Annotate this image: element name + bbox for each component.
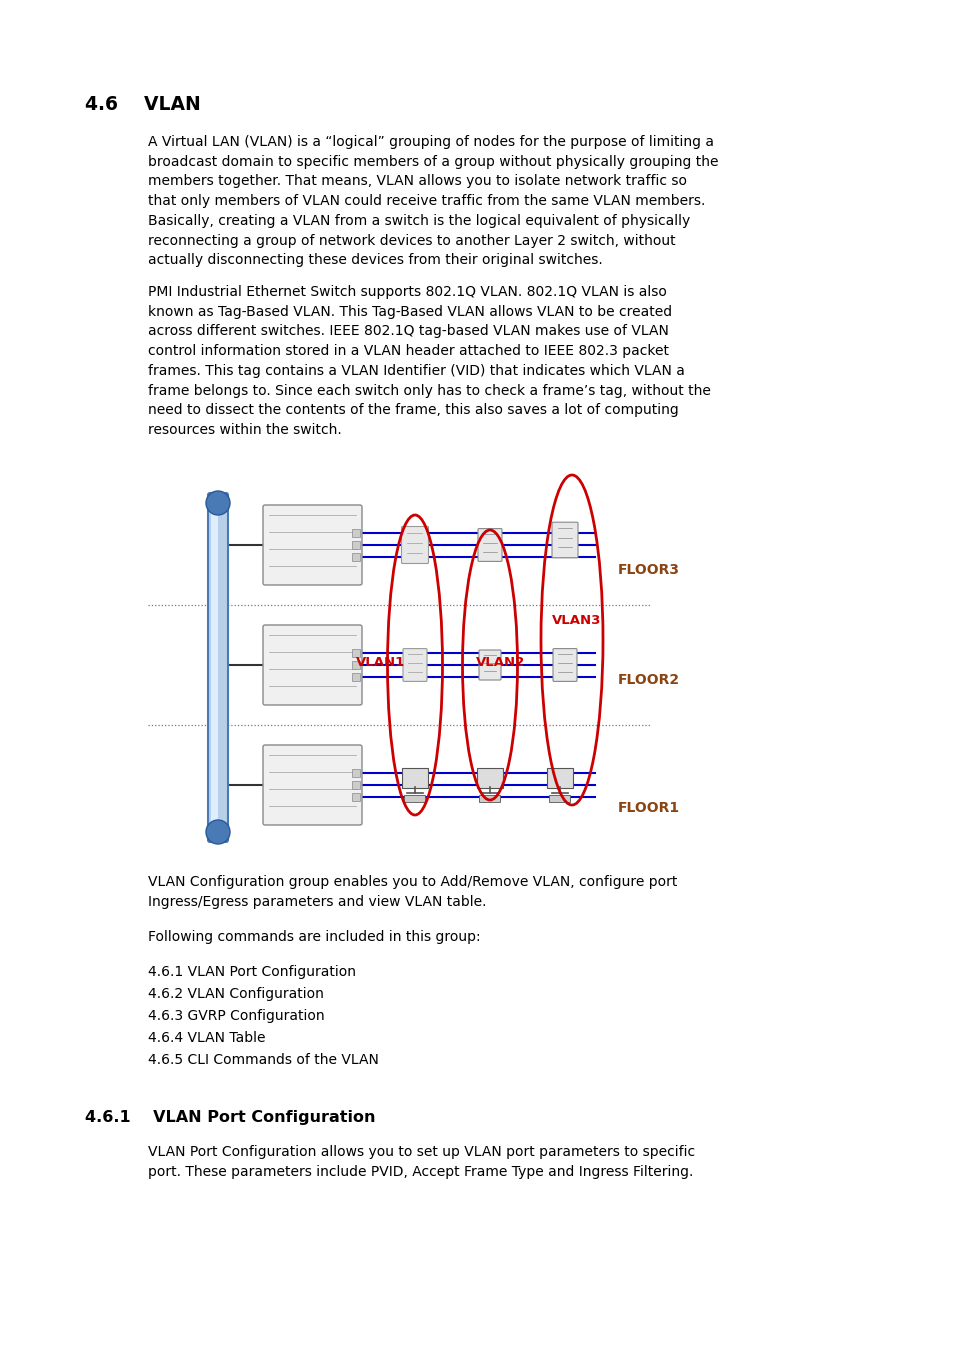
FancyBboxPatch shape — [263, 505, 361, 585]
Text: FLOOR3: FLOOR3 — [618, 563, 679, 576]
FancyBboxPatch shape — [263, 625, 361, 705]
FancyBboxPatch shape — [479, 795, 500, 802]
Bar — [352, 554, 359, 562]
FancyBboxPatch shape — [549, 795, 570, 802]
FancyBboxPatch shape — [553, 648, 577, 682]
Text: 4.6.3 GVRP Configuration: 4.6.3 GVRP Configuration — [148, 1008, 324, 1023]
FancyBboxPatch shape — [211, 500, 218, 836]
Circle shape — [206, 819, 230, 844]
Text: VLAN Configuration group enables you to Add/Remove VLAN, configure port
Ingress/: VLAN Configuration group enables you to … — [148, 875, 677, 909]
Text: 4.6.4 VLAN Table: 4.6.4 VLAN Table — [148, 1031, 265, 1045]
FancyBboxPatch shape — [401, 768, 428, 788]
FancyBboxPatch shape — [208, 493, 228, 842]
Bar — [352, 674, 359, 680]
Bar — [352, 792, 359, 801]
Text: FLOOR1: FLOOR1 — [618, 801, 679, 815]
Bar — [352, 782, 359, 788]
Text: VLAN2: VLAN2 — [476, 656, 525, 668]
Text: 4.6.2 VLAN Configuration: 4.6.2 VLAN Configuration — [148, 987, 323, 1000]
Bar — [352, 769, 359, 778]
FancyBboxPatch shape — [402, 648, 427, 682]
Text: VLAN1: VLAN1 — [355, 656, 405, 668]
FancyBboxPatch shape — [404, 795, 425, 802]
FancyBboxPatch shape — [478, 649, 500, 680]
Bar — [352, 649, 359, 657]
Text: 4.6.1    VLAN Port Configuration: 4.6.1 VLAN Port Configuration — [85, 1110, 375, 1125]
Text: Following commands are included in this group:: Following commands are included in this … — [148, 930, 480, 944]
Text: VLAN3: VLAN3 — [552, 613, 600, 626]
Text: VLAN Port Configuration allows you to set up VLAN port parameters to specific
po: VLAN Port Configuration allows you to se… — [148, 1145, 695, 1179]
Text: 4.6.5 CLI Commands of the VLAN: 4.6.5 CLI Commands of the VLAN — [148, 1053, 378, 1066]
Bar — [352, 662, 359, 670]
FancyBboxPatch shape — [476, 768, 502, 788]
Bar — [352, 529, 359, 537]
Text: PMI Industrial Ethernet Switch supports 802.1Q VLAN. 802.1Q VLAN is also
known a: PMI Industrial Ethernet Switch supports … — [148, 285, 710, 437]
FancyBboxPatch shape — [477, 529, 501, 562]
FancyBboxPatch shape — [401, 526, 428, 563]
Text: FLOOR2: FLOOR2 — [618, 674, 679, 687]
Text: 4.6.1 VLAN Port Configuration: 4.6.1 VLAN Port Configuration — [148, 965, 355, 979]
FancyBboxPatch shape — [263, 745, 361, 825]
FancyBboxPatch shape — [552, 522, 578, 558]
Bar — [352, 541, 359, 549]
Circle shape — [206, 491, 230, 514]
Text: 4.6    VLAN: 4.6 VLAN — [85, 95, 200, 113]
FancyBboxPatch shape — [546, 768, 573, 788]
Text: A Virtual LAN (VLAN) is a “logical” grouping of nodes for the purpose of limitin: A Virtual LAN (VLAN) is a “logical” grou… — [148, 135, 718, 267]
